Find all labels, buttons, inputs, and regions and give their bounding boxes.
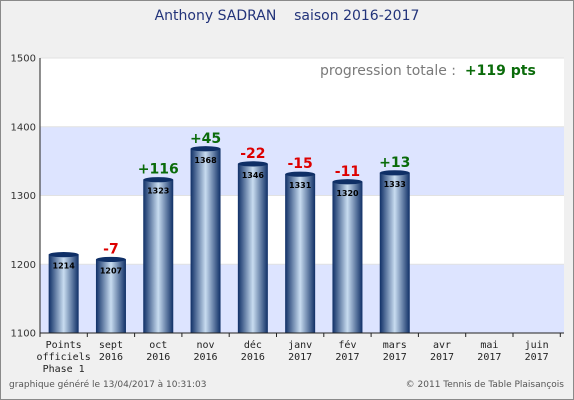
y-tick-label: 1100 xyxy=(11,329,36,340)
x-tick-label-line: 2017 xyxy=(335,352,359,363)
title-season: saison 2016-2017 xyxy=(294,8,420,24)
x-tick-label-line: janv xyxy=(288,340,312,351)
bar-cap xyxy=(95,256,126,263)
x-tick-label: avr 2017 xyxy=(430,340,454,363)
bar-value-label: 1368 xyxy=(194,156,217,165)
x-tick-label-line: 2016 xyxy=(241,352,265,363)
x-tick-label-line: fév xyxy=(338,339,356,351)
x-tick-label-line: avr xyxy=(433,340,451,351)
bar-cap xyxy=(143,177,174,183)
progression-annotation: progression totale : +119 pts xyxy=(320,63,536,79)
x-tick-label-line: oct xyxy=(149,340,167,351)
bar-change-label: -22 xyxy=(240,146,265,162)
bar-value-label: 1320 xyxy=(336,189,359,198)
bar xyxy=(285,174,316,333)
bar-cap xyxy=(237,161,268,167)
y-tick-label: 1300 xyxy=(11,191,36,202)
bar-cap xyxy=(285,171,316,177)
bar-value-label: 1331 xyxy=(289,181,312,190)
bar xyxy=(379,172,410,333)
bar xyxy=(190,148,221,333)
bar-change-label: -7 xyxy=(103,241,119,257)
bar xyxy=(48,254,79,333)
y-axis: 1100 1200 1300 1400 1500 xyxy=(11,54,41,340)
x-tick-label: juin 2017 xyxy=(525,340,549,363)
x-tick-label-line: 2017 xyxy=(383,352,407,363)
x-tick-label: janv 2017 xyxy=(288,340,312,363)
x-tick-label: sept 2016 xyxy=(99,340,123,363)
bar-value-label: 1346 xyxy=(242,171,265,180)
x-tick-label-line: 2016 xyxy=(99,352,123,363)
bar-value-label: 1214 xyxy=(53,262,76,271)
y-tick-label: 1200 xyxy=(11,260,36,271)
bar-cap xyxy=(190,146,221,152)
progression-label: progression totale : xyxy=(320,63,457,79)
chart-title: Anthony SADRAN saison 2016-2017 xyxy=(0,8,574,24)
bar-value-label: 1323 xyxy=(147,187,169,196)
x-tick-label: mai 2017 xyxy=(477,340,501,363)
x-tick-label-line: 2017 xyxy=(525,352,549,363)
x-tick-label-line: mai xyxy=(480,340,498,351)
x-tick-label-line: juin xyxy=(525,340,549,351)
x-tick-label-line: sept xyxy=(99,340,123,351)
bar-cap xyxy=(48,252,79,258)
bar-value-label: 1333 xyxy=(384,180,406,189)
x-tick-label-line: 2016 xyxy=(146,352,170,363)
progression-value: +119 pts xyxy=(464,63,536,79)
bar-change-label: +13 xyxy=(379,155,410,171)
bar xyxy=(95,259,126,333)
x-tick-label: fév 2017 xyxy=(335,339,359,363)
bar-cap xyxy=(332,179,363,185)
title-player: Anthony SADRAN xyxy=(154,8,277,24)
generated-timestamp: graphique généré le 13/04/2017 à 10:31:0… xyxy=(9,380,207,390)
y-tick-label: 1500 xyxy=(11,54,36,65)
bars: 1214 1207 -7 1323 +116 1368 +45 1346 -22 1331 -15 1… xyxy=(48,131,410,333)
x-tick-label-line: Phase 1 xyxy=(43,364,85,375)
bar-value-label: 1207 xyxy=(100,266,122,275)
x-tick-label-line: Points xyxy=(46,340,82,351)
x-tick-label-line: nov xyxy=(197,340,215,351)
x-tick-label: déc 2016 xyxy=(241,339,265,363)
x-tick-label-line: officiels xyxy=(37,352,91,363)
x-tick-label: Points officiels Phase 1 xyxy=(37,340,91,375)
x-tick-label: nov 2016 xyxy=(194,340,218,363)
bar-change-label: +116 xyxy=(138,162,179,178)
x-tick-label-line: 2017 xyxy=(477,352,501,363)
bar xyxy=(237,163,268,333)
x-tick-label: mars 2017 xyxy=(383,340,407,363)
bar-cap xyxy=(379,170,410,176)
x-tick-label-line: 2017 xyxy=(430,352,454,363)
x-tick-label-line: déc xyxy=(244,339,262,351)
copyright-notice: © 2011 Tennis de Table Plaisançois xyxy=(405,380,564,390)
bar-change-label: -15 xyxy=(288,156,313,172)
x-tick-label-line: 2017 xyxy=(288,352,312,363)
bar-change-label: +45 xyxy=(190,131,221,147)
bar-change-label: -11 xyxy=(335,164,360,180)
bar xyxy=(332,181,363,333)
x-tick-label: oct 2016 xyxy=(146,340,170,363)
x-tick-label-line: 2016 xyxy=(194,352,218,363)
y-tick-label: 1400 xyxy=(11,122,36,133)
x-tick-label-line: mars xyxy=(383,340,407,351)
bar xyxy=(143,179,174,333)
